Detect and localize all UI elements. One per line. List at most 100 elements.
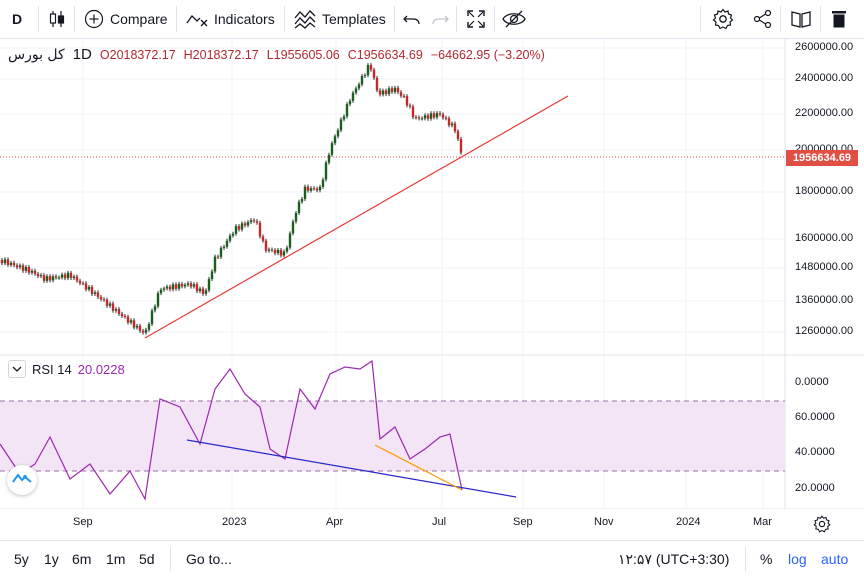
symbol-name[interactable]: کل بورس: [8, 46, 65, 63]
settings-button[interactable]: [712, 0, 734, 38]
gear-icon: [712, 8, 734, 30]
share-button[interactable]: [753, 0, 773, 38]
redo-button[interactable]: [431, 0, 449, 38]
candle-down: [141, 330, 145, 333]
hide-drawings-button[interactable]: [502, 0, 526, 38]
candle-down: [84, 283, 88, 290]
candle-up: [150, 310, 154, 325]
candle-up: [387, 88, 391, 95]
compare-label: Compare: [110, 11, 168, 27]
candle-up: [234, 226, 238, 234]
brand-logo[interactable]: [7, 465, 37, 495]
divider: [820, 6, 821, 32]
compare-button[interactable]: Compare: [84, 0, 168, 38]
gear-icon: [813, 515, 831, 533]
candle-up: [288, 233, 292, 248]
last-price-tag: 1956634.69: [786, 150, 858, 166]
symbol-search-button[interactable]: D: [12, 0, 22, 38]
candle-up: [3, 259, 7, 264]
auto-toggle[interactable]: auto: [821, 551, 849, 567]
goto-button[interactable]: Go to...: [186, 551, 232, 567]
candle-down: [417, 117, 421, 119]
price-axis-label: 2400000.00: [795, 72, 854, 84]
rsi-axis-label: 40.0000: [795, 446, 835, 458]
range-5d[interactable]: 5d: [139, 551, 155, 567]
candle-up: [345, 104, 349, 117]
candle-down: [264, 240, 268, 251]
collapse-button[interactable]: [8, 360, 26, 378]
fullscreen-button[interactable]: [466, 0, 486, 38]
candle-down: [99, 296, 103, 300]
price-axis-label: 1800000.00: [795, 185, 854, 197]
candle-up: [231, 233, 235, 236]
candle-up: [420, 118, 424, 120]
candle-up: [18, 265, 22, 268]
price-axis-label: 2200000.00: [795, 107, 854, 119]
range-5y[interactable]: 5y: [14, 551, 29, 567]
percent-toggle[interactable]: %: [760, 551, 773, 567]
candle-down: [312, 188, 316, 190]
range-6m[interactable]: 6m: [72, 551, 92, 567]
range-1m[interactable]: 1m: [106, 551, 126, 567]
candle-up: [93, 292, 97, 294]
candle-down: [315, 188, 319, 191]
candle-up: [24, 267, 28, 271]
templates-button[interactable]: Templates: [294, 0, 386, 38]
candle-up: [318, 186, 322, 191]
candle-down: [123, 315, 127, 317]
candle-down: [426, 115, 430, 119]
price-axis-label: 1360000.00: [795, 294, 854, 306]
symbol-short-label: D: [12, 11, 23, 27]
candle-down: [459, 139, 463, 153]
candle-up: [135, 325, 139, 328]
range-1y[interactable]: 1y: [44, 551, 59, 567]
indicators-button[interactable]: Indicators: [186, 0, 275, 38]
chart-type-button[interactable]: [48, 0, 66, 38]
candle-up: [381, 90, 385, 95]
ohlc-close: C1956634.69: [347, 47, 423, 62]
candle-down: [81, 283, 85, 285]
candle-up: [300, 198, 304, 202]
divider: [176, 6, 177, 32]
price-axis-label: 2600000.00: [795, 41, 854, 53]
candle-up: [228, 235, 232, 241]
rsi-name: RSI 14: [32, 361, 72, 377]
candle-up: [72, 276, 76, 278]
share-icon: [753, 9, 773, 29]
divider: [780, 6, 781, 32]
candle-down: [117, 309, 121, 314]
candle-down: [0, 260, 4, 264]
candle-up: [171, 284, 175, 290]
candle-up: [276, 249, 280, 254]
object-tree-button[interactable]: [790, 0, 812, 38]
timeframe-label[interactable]: 1D: [72, 46, 92, 63]
plus-circle-icon: [84, 9, 104, 29]
candle-down: [372, 69, 376, 78]
candle-down: [252, 220, 256, 222]
candle-up: [153, 306, 157, 311]
candle-up: [294, 212, 298, 222]
log-toggle[interactable]: log: [788, 551, 807, 567]
time-axis-label: Sep: [73, 516, 93, 528]
price-chart[interactable]: [0, 39, 864, 509]
candle-down: [48, 276, 52, 281]
candle-down: [6, 259, 10, 265]
candle-up: [207, 279, 211, 291]
candle-up: [51, 276, 55, 281]
candle-down: [126, 316, 130, 323]
candle-down: [120, 313, 124, 316]
chart-settings-button[interactable]: [813, 511, 831, 537]
fullscreen-icon: [466, 9, 486, 29]
undo-button[interactable]: [403, 0, 421, 38]
time-axis-label: Apr: [326, 516, 344, 528]
candle-down: [216, 256, 220, 258]
remove-button[interactable]: [830, 0, 848, 38]
timezone-clock[interactable]: ۱۲:۵۷ (UTC+3:30): [618, 550, 730, 567]
candle-up: [192, 284, 196, 287]
templates-icon: [294, 9, 316, 29]
rsi-legend: RSI 14 20.0228: [8, 360, 125, 378]
candle-up: [333, 136, 337, 144]
candle-down: [69, 272, 73, 278]
candle-down: [63, 274, 67, 279]
price-axis-label: 1260000.00: [795, 325, 854, 337]
